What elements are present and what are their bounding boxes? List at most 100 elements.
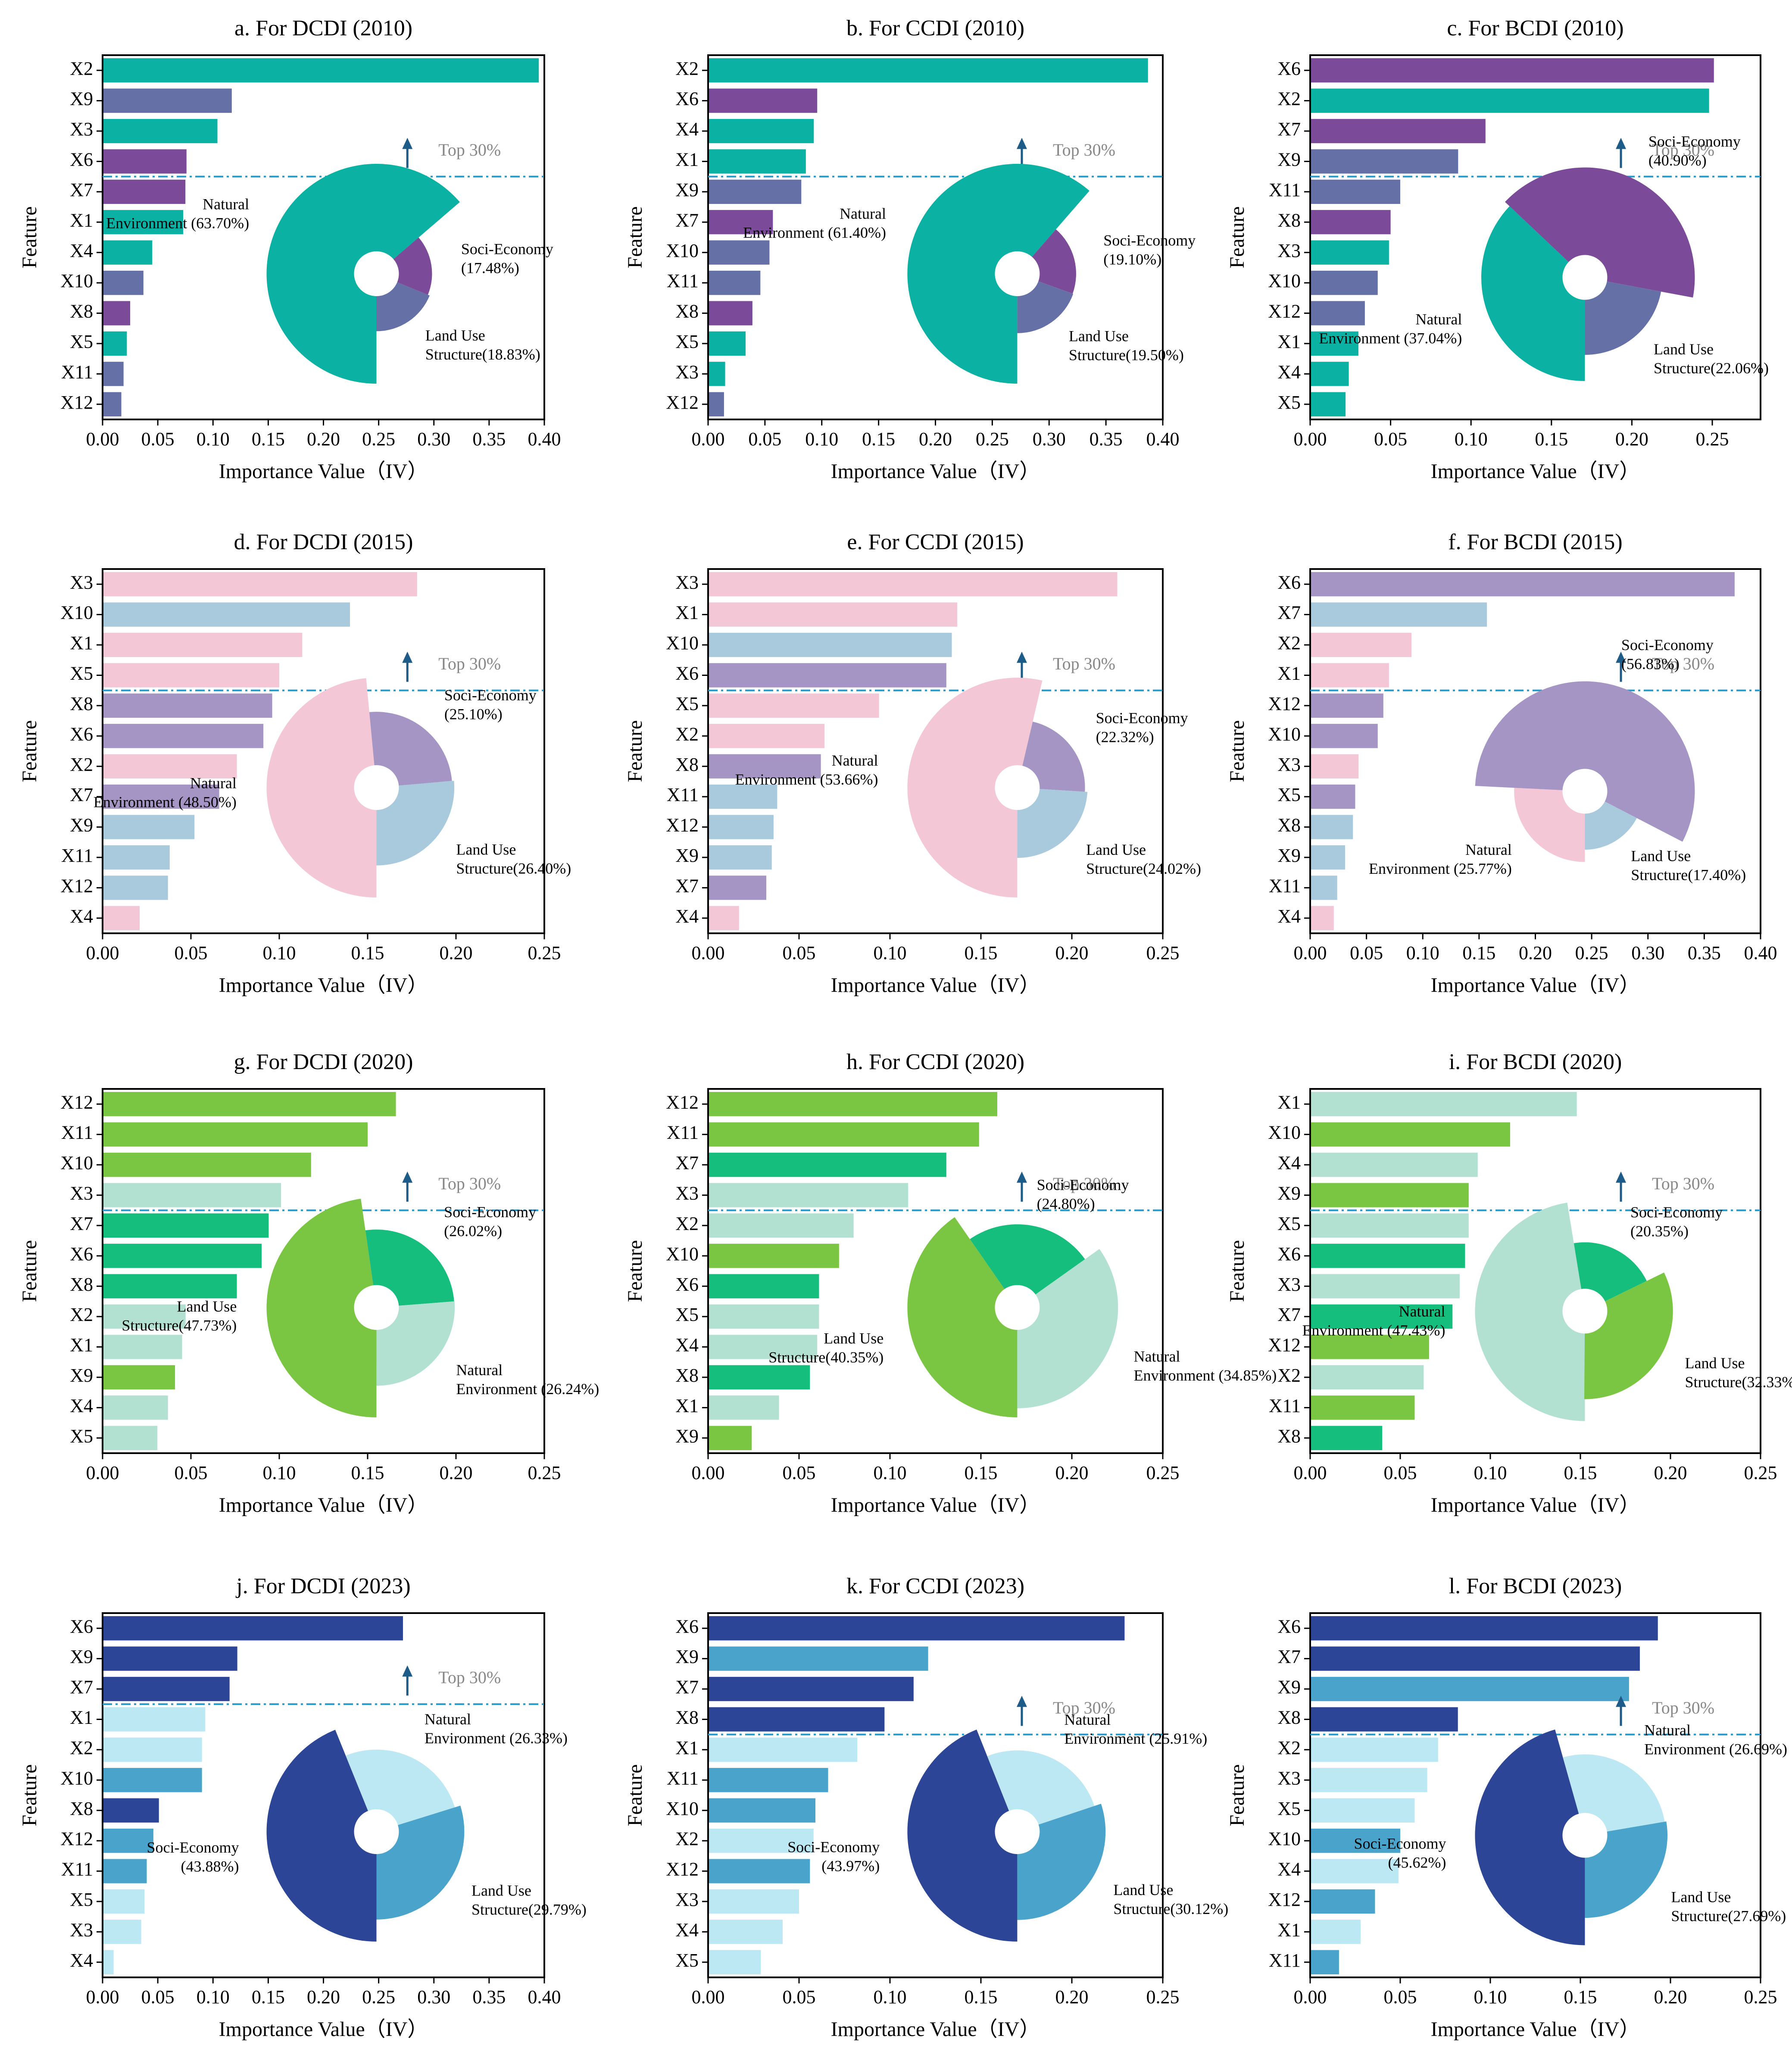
- y-tick-label: X11: [1269, 875, 1301, 896]
- pie-label: Structure(19.50%): [1069, 346, 1184, 363]
- x-tick-label: 0.35: [472, 1986, 506, 2008]
- pie-slice-soci-economy: [907, 1729, 1018, 1942]
- x-tick-label: 0.20: [1055, 1986, 1089, 2008]
- bar-X9: [103, 88, 232, 113]
- y-tick-label: X6: [675, 663, 699, 684]
- pie-label: Land Use: [1671, 1888, 1731, 1905]
- x-tick-label: 0.20: [1055, 942, 1089, 963]
- bar-X9: [1311, 845, 1345, 870]
- x-tick-label: 0.20: [440, 942, 473, 963]
- bar-X11: [709, 1768, 828, 1792]
- y-tick-label: X8: [70, 301, 93, 322]
- x-tick-label: 0.40: [1744, 942, 1777, 963]
- pie-slice-natural-environment: [266, 678, 377, 898]
- plot-frame: [1309, 54, 1761, 420]
- bar-X4: [709, 1920, 783, 1944]
- y-tick-label: X5: [675, 331, 699, 352]
- pie-center-hole: [1562, 255, 1608, 300]
- pie-slice-natural-environment: [1475, 1202, 1585, 1421]
- panel-g: g. For DCDI (2020) X12 X11 X10 X3 X7 X6 X8 X2 X1 X…: [18, 1050, 599, 1517]
- pie-label: Land Use: [425, 327, 485, 344]
- bar-X5: [709, 1950, 761, 1974]
- y-tick-label: X12: [1268, 301, 1301, 322]
- bar-X9: [103, 815, 195, 839]
- y-tick-label: X1: [70, 1335, 93, 1356]
- bar-X4: [709, 906, 739, 930]
- x-tick-label: 0.00: [692, 942, 725, 963]
- bar-X8: [103, 301, 131, 325]
- pie-slice-soci-economy: [970, 1224, 1085, 1307]
- bar-X11: [1311, 1950, 1339, 1974]
- y-tick-label: X12: [666, 1859, 699, 1880]
- x-tick-label: 0.00: [86, 428, 119, 450]
- pie-label: (25.10%): [444, 705, 503, 722]
- panel-d: d. For DCDI (2015) X3 X10 X1 X5 X8 X6 X2 X7 X9 X11…: [18, 530, 571, 997]
- y-tick-label: X9: [675, 1646, 699, 1667]
- bar-X1: [709, 149, 806, 174]
- y-tick-label: X1: [70, 210, 93, 231]
- bar-X5: [103, 1889, 145, 1914]
- y-tick-label: X9: [1277, 1183, 1301, 1204]
- y-tick-label: X2: [675, 1213, 699, 1234]
- y-tick-label: X3: [675, 1889, 699, 1910]
- bar-X5: [709, 331, 746, 356]
- y-tick-label: X10: [666, 1798, 699, 1819]
- panel-a: a. For DCDI (2010) X2 X9 X3 X6 X7 X1 X4 X10 X8 X5 X…: [18, 16, 561, 483]
- pie-slice-land-use-structure: [266, 1198, 377, 1417]
- pie-label: Structure(27.69%): [1671, 1907, 1786, 1924]
- y-tick-label: X12: [60, 875, 93, 896]
- bar-X6: [103, 724, 264, 748]
- x-tick-label: 0.25: [1575, 942, 1608, 963]
- bar-X3: [709, 1889, 799, 1914]
- bar-X10: [709, 1798, 815, 1823]
- pie-slice-land-use-structure: [376, 781, 455, 866]
- pie-label: Soci-Economy: [1621, 636, 1714, 654]
- x-tick-label: 0.00: [1294, 1462, 1327, 1483]
- y-tick-label: X2: [70, 754, 93, 775]
- bar-X12: [103, 876, 168, 900]
- x-tick-label: 0.05: [783, 1986, 816, 2008]
- panel-title: a. For DCDI (2010): [234, 16, 412, 41]
- y-tick-label: X7: [1277, 119, 1301, 140]
- x-tick-label: 0.10: [874, 1986, 907, 2008]
- x-axis-label: Importance Value（IV）: [1431, 974, 1640, 997]
- bar-X3: [709, 572, 1118, 597]
- bar-X8: [1311, 1426, 1383, 1450]
- bar-X1: [1311, 663, 1389, 688]
- pie-label: Natural: [832, 752, 878, 769]
- bar-X10: [709, 240, 770, 265]
- bar-X2: [1311, 88, 1709, 113]
- y-tick-label: X7: [70, 784, 93, 805]
- y-tick-label: X5: [1277, 1213, 1301, 1234]
- y-tick-label: X10: [666, 632, 699, 654]
- pie-label: Natural: [1465, 841, 1512, 858]
- top-30-arrowhead: [1616, 1695, 1627, 1707]
- bar-X5: [103, 663, 279, 688]
- y-tick-label: X3: [70, 1919, 93, 1940]
- panel-title: g. For DCDI (2020): [234, 1050, 413, 1074]
- pie-label: Soci-Economy: [1103, 231, 1196, 249]
- pie-label: Soci-Economy: [787, 1838, 880, 1855]
- pie-label: (22.32%): [1096, 729, 1154, 746]
- y-tick-label: X6: [70, 149, 93, 170]
- bar-X6: [103, 1616, 403, 1641]
- y-tick-label: X5: [70, 1426, 93, 1447]
- y-tick-label: X2: [1277, 1737, 1301, 1758]
- y-tick-label: X11: [1269, 179, 1301, 200]
- pie-label: Soci-Economy: [1648, 133, 1741, 150]
- pie-slice-natural-environment: [1481, 206, 1585, 381]
- bar-X5: [709, 693, 879, 718]
- pie-label: Structure(32.33%): [1685, 1373, 1792, 1391]
- top-30-label: Top 30%: [1053, 1174, 1115, 1193]
- pie-slice-land-use-structure: [907, 1217, 1018, 1417]
- y-tick-label: X5: [1277, 392, 1301, 413]
- bar-X6: [103, 149, 187, 174]
- y-tick-label: X8: [70, 1798, 93, 1819]
- plot-frame: [1309, 1612, 1761, 1978]
- y-tick-label: X8: [1277, 1426, 1301, 1447]
- pie-label: (40.90%): [1648, 152, 1707, 169]
- bar-X7: [709, 1676, 914, 1701]
- pie-label: Environment (48.50%): [94, 794, 237, 811]
- y-tick-label: X5: [1277, 1798, 1301, 1819]
- x-tick-label: 0.05: [141, 428, 175, 450]
